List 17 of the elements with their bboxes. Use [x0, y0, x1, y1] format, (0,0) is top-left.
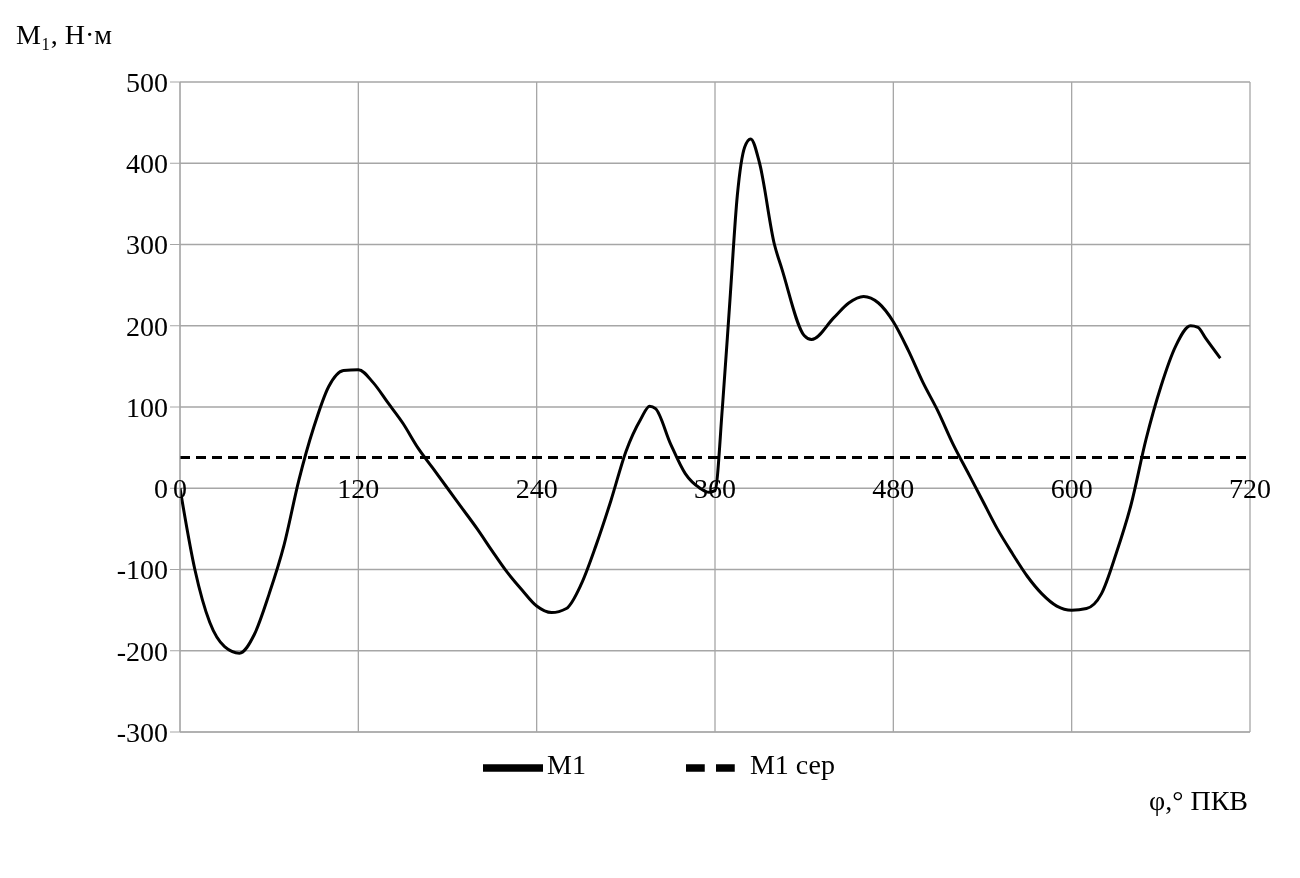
- x-axis-title: φ,° ПКВ: [1149, 785, 1248, 816]
- x-tick-label: 120: [337, 472, 380, 504]
- legend-label: M1: [547, 749, 586, 781]
- x-tick-label: 720: [1229, 472, 1271, 504]
- y-tick-label: 100: [126, 391, 168, 423]
- y-tick-label: 500: [126, 66, 168, 98]
- y-tick-label: 400: [126, 148, 168, 180]
- y-tick-label: -100: [116, 554, 168, 586]
- y-tick-label: -200: [116, 635, 168, 667]
- y-tick-label: 200: [126, 310, 168, 342]
- x-tick-label: 480: [872, 472, 915, 504]
- y-tick-label: 300: [126, 229, 168, 261]
- x-tick-label: 240: [515, 472, 558, 504]
- legend-label: M1 сер: [749, 749, 835, 781]
- x-tick-label: 600: [1050, 472, 1093, 504]
- y-axis-title: M₁, Н·м: [16, 19, 113, 50]
- y-tick-label: -300: [116, 716, 168, 748]
